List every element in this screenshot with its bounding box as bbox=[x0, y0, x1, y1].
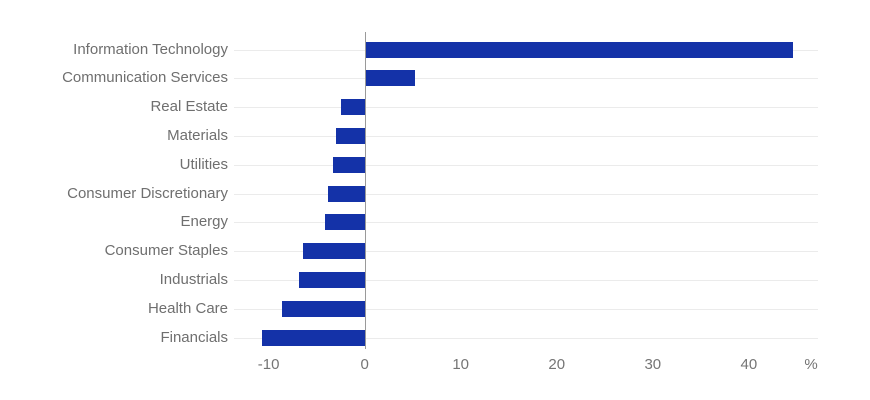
category-gridline bbox=[234, 193, 818, 195]
category-label: Information Technology bbox=[73, 40, 228, 58]
bar bbox=[325, 214, 365, 231]
bar bbox=[303, 243, 365, 260]
category-label: Consumer Discretionary bbox=[67, 184, 228, 202]
category-gridline bbox=[234, 78, 818, 80]
category-gridline bbox=[234, 222, 818, 224]
category-gridline bbox=[234, 107, 818, 109]
x-axis-tick-label: 30 bbox=[644, 356, 662, 373]
category-gridline bbox=[234, 251, 818, 253]
category-label: Materials bbox=[167, 126, 228, 144]
category-label: Health Care bbox=[147, 299, 228, 317]
category-label: Communication Services bbox=[62, 69, 228, 87]
category-label: Industrials bbox=[159, 270, 228, 288]
category-gridline bbox=[234, 308, 818, 310]
bar bbox=[282, 300, 365, 317]
category-gridline bbox=[234, 135, 818, 137]
bar bbox=[261, 329, 365, 346]
bar bbox=[364, 70, 415, 87]
category-label: Consumer Staples bbox=[104, 242, 228, 260]
x-axis-tick-label: -10 bbox=[257, 356, 280, 373]
category-label: Utilities bbox=[179, 155, 228, 173]
bar bbox=[364, 41, 794, 58]
zero-axis-line bbox=[365, 32, 366, 349]
x-axis-tick-label: 40 bbox=[740, 356, 758, 373]
bar bbox=[340, 99, 365, 116]
bar bbox=[332, 156, 365, 173]
category-label: Financials bbox=[160, 328, 228, 346]
category-label: Real Estate bbox=[150, 98, 228, 116]
bar bbox=[335, 127, 365, 144]
x-axis-tick-label: 20 bbox=[548, 356, 566, 373]
x-axis-tick-label: 10 bbox=[452, 356, 470, 373]
category-gridline bbox=[234, 337, 818, 339]
bar bbox=[328, 185, 365, 202]
category-label: Energy bbox=[180, 213, 228, 231]
percent-unit-label: % bbox=[804, 356, 818, 373]
category-gridline bbox=[234, 164, 818, 166]
x-axis-tick-label: 0 bbox=[360, 356, 369, 373]
bar bbox=[299, 271, 365, 288]
category-gridline bbox=[234, 279, 818, 281]
